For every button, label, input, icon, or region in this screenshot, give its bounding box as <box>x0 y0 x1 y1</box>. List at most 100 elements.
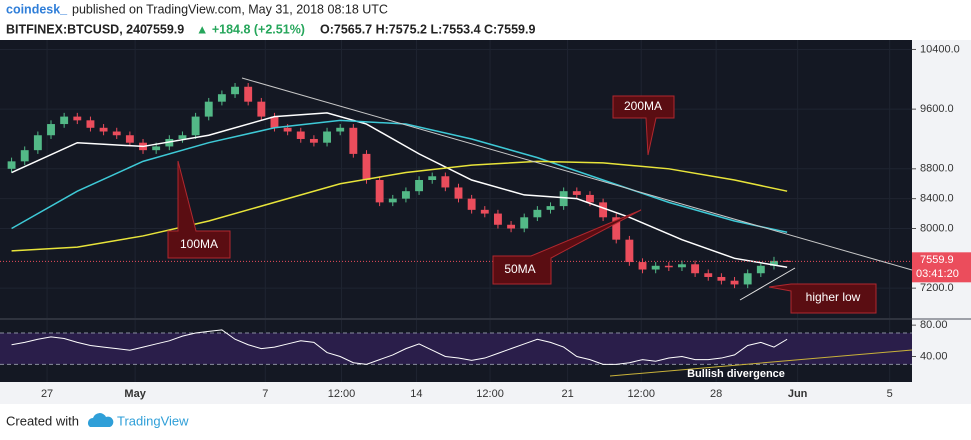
candle-body <box>467 198 476 210</box>
x-tick-label: 27 <box>41 388 53 400</box>
x-tick-label: 12:00 <box>328 388 356 400</box>
candle-body <box>480 209 489 214</box>
y-tick-label: 40.00 <box>920 350 948 362</box>
ma-line <box>11 112 788 269</box>
ohlc: O:7565.7 H:7575.2 L:7553.4 C:7559.9 <box>320 22 535 36</box>
candle-body <box>231 86 239 95</box>
last-price-box <box>912 252 971 283</box>
candle-body <box>349 127 358 154</box>
symbol: BITFINEX:BTCUSD, 240 <box>6 22 147 36</box>
candle-body <box>559 191 568 207</box>
x-tick-label: 28 <box>710 388 722 400</box>
x-tick-label: 21 <box>561 388 573 400</box>
ma-line <box>11 160 788 252</box>
candle-body <box>60 116 69 125</box>
time-axis-bg <box>0 382 971 404</box>
callout: 100MA <box>167 160 231 259</box>
divergence-line <box>609 349 913 377</box>
rsi-annotation: Bullish divergence <box>687 368 785 380</box>
candle-body <box>546 206 555 210</box>
candle-body <box>73 116 82 121</box>
publisher[interactable]: coindesk_ <box>6 2 68 16</box>
candle-body <box>507 224 516 229</box>
logo-icon <box>87 413 114 427</box>
candle-body <box>336 127 345 132</box>
candle-body <box>309 138 318 143</box>
candle-body <box>691 264 700 274</box>
ma-line <box>11 119 788 233</box>
candle-body <box>217 94 226 102</box>
candle-body <box>638 262 647 270</box>
candle-body <box>47 124 55 136</box>
candle-body <box>375 180 384 203</box>
candle-body <box>428 176 437 180</box>
candle-body <box>783 260 792 262</box>
candle-body <box>7 161 16 169</box>
candle-body <box>125 135 134 143</box>
candle-body <box>270 116 279 128</box>
callout-box <box>492 209 642 285</box>
candle-body <box>717 276 726 281</box>
callout-box <box>167 160 231 259</box>
candle-body <box>257 101 266 117</box>
candle-body <box>441 176 450 188</box>
candle-body <box>401 191 410 199</box>
candle-body <box>625 239 634 263</box>
candle-body <box>415 180 424 192</box>
callout: 200MA <box>612 95 675 156</box>
callout: 50MA <box>492 209 642 285</box>
plot-bg <box>0 40 912 382</box>
rsi-band <box>0 332 912 365</box>
y-tick-label: 8800.0 <box>920 163 954 175</box>
candle-body <box>651 265 660 270</box>
candle-body <box>454 187 463 199</box>
candle-body <box>704 273 713 277</box>
x-tick-label: Jun <box>788 388 808 400</box>
candle-body <box>86 120 95 128</box>
footer-created: Created with <box>6 413 79 428</box>
candle-body <box>244 86 253 102</box>
candle-body <box>283 127 292 132</box>
candle-body <box>323 131 331 143</box>
price-axis-bg <box>912 40 971 382</box>
candle-body <box>493 213 502 225</box>
callout: higher low <box>768 283 877 314</box>
candle-body <box>178 135 187 139</box>
candle-body <box>362 153 371 180</box>
candle-body <box>112 131 121 136</box>
candle-body <box>730 280 739 285</box>
footer-brand[interactable]: TradingView <box>117 413 189 428</box>
candle-body <box>152 146 161 151</box>
x-tick-label: 12:00 <box>627 388 655 400</box>
y-tick-label: 7200.0 <box>920 282 954 294</box>
y-tick-label: 9600.0 <box>920 103 954 115</box>
y-tick-label: 8400.0 <box>920 193 954 205</box>
y-tick-label: 8000.0 <box>920 222 954 234</box>
candle-body <box>572 191 581 195</box>
x-tick-label: May <box>124 388 146 400</box>
last-price-label: 7559.9 <box>920 254 954 266</box>
candle-body <box>743 273 752 285</box>
candle-body <box>678 264 686 268</box>
callout-label: 200MA <box>624 99 662 113</box>
trend-line <box>241 77 913 271</box>
candle-body <box>533 209 542 218</box>
candle-body <box>204 101 213 117</box>
candle-body <box>20 150 29 162</box>
callout-box <box>612 95 675 156</box>
candle-body <box>388 198 397 203</box>
candle-body <box>599 202 608 218</box>
callout-label: higher low <box>806 290 861 304</box>
candle-body <box>191 116 200 136</box>
y-tick-label: 10400.0 <box>920 43 960 55</box>
callout-label: 100MA <box>180 237 218 251</box>
support-line <box>739 267 796 301</box>
candle-body <box>770 260 778 266</box>
candle-body <box>586 194 594 203</box>
candle-body <box>33 135 42 151</box>
rsi-line <box>11 329 788 365</box>
last: 7559.9 <box>146 22 184 36</box>
candle-body <box>664 265 673 268</box>
candle-body <box>756 265 765 274</box>
